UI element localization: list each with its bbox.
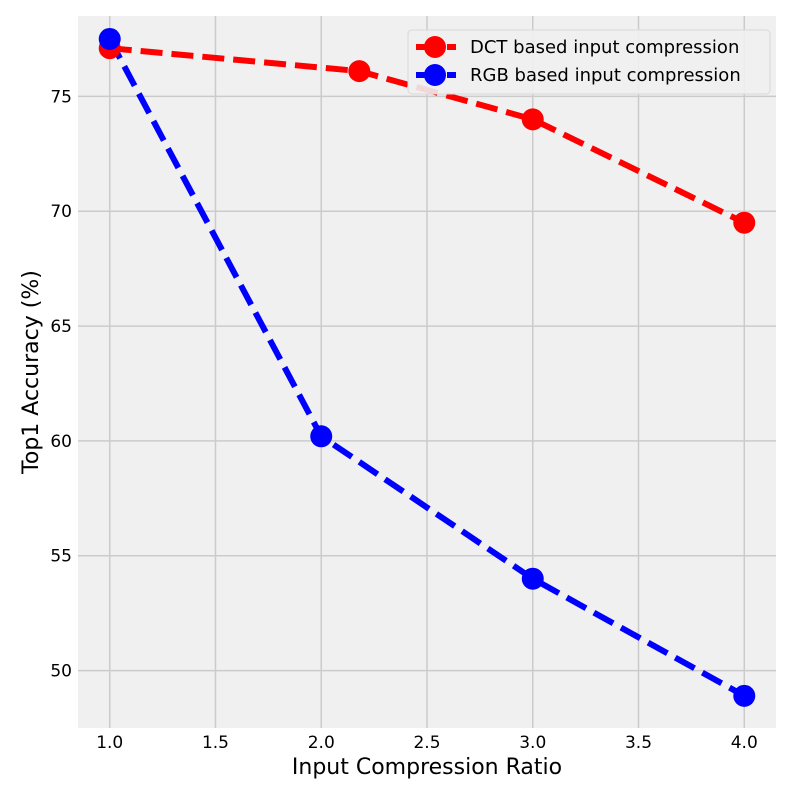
data-point-dct <box>348 60 371 83</box>
legend-label: RGB based input compression <box>470 65 741 86</box>
y-tick-label: 75 <box>50 87 72 107</box>
x-tick-label: 3.0 <box>519 733 546 753</box>
x-axis-label: Input Compression Ratio <box>292 755 562 780</box>
legend: DCT based input compression RGB based inp… <box>407 29 771 95</box>
data-point-rgb <box>98 27 121 50</box>
y-tick-label: 50 <box>50 662 72 682</box>
data-point-dct <box>521 108 544 131</box>
series-lines <box>107 37 746 699</box>
legend-marker-swatch <box>424 36 446 58</box>
legend-marker-swatch <box>424 64 446 86</box>
series-markers <box>98 27 756 707</box>
legend-box <box>407 29 771 95</box>
y-tick-label: 60 <box>50 432 72 452</box>
y-tick-label: 55 <box>50 547 72 567</box>
tick-labels: 1.0 1.5 2.0 2.5 3.0 3.5 4.0 50 55 60 65 70 75 <box>50 87 757 753</box>
data-point-dct <box>733 211 756 234</box>
y-axis-label: Top1 Accuracy (%) <box>19 270 44 475</box>
data-point-rgb <box>733 684 756 707</box>
grid-lines <box>78 16 776 728</box>
x-tick-label: 1.0 <box>96 733 123 753</box>
series-line-rgb <box>107 37 746 699</box>
x-tick-label: 1.5 <box>202 733 229 753</box>
legend-label: DCT based input compression <box>470 37 739 58</box>
data-point-rgb <box>521 567 544 590</box>
x-tick-label: 2.0 <box>308 733 335 753</box>
series-line-dct <box>109 45 746 226</box>
x-tick-label: 2.5 <box>413 733 440 753</box>
y-tick-label: 70 <box>50 202 72 222</box>
x-tick-label: 3.5 <box>625 733 652 753</box>
x-tick-label: 4.0 <box>731 733 758 753</box>
data-point-rgb <box>310 425 333 448</box>
y-tick-label: 65 <box>50 317 72 337</box>
